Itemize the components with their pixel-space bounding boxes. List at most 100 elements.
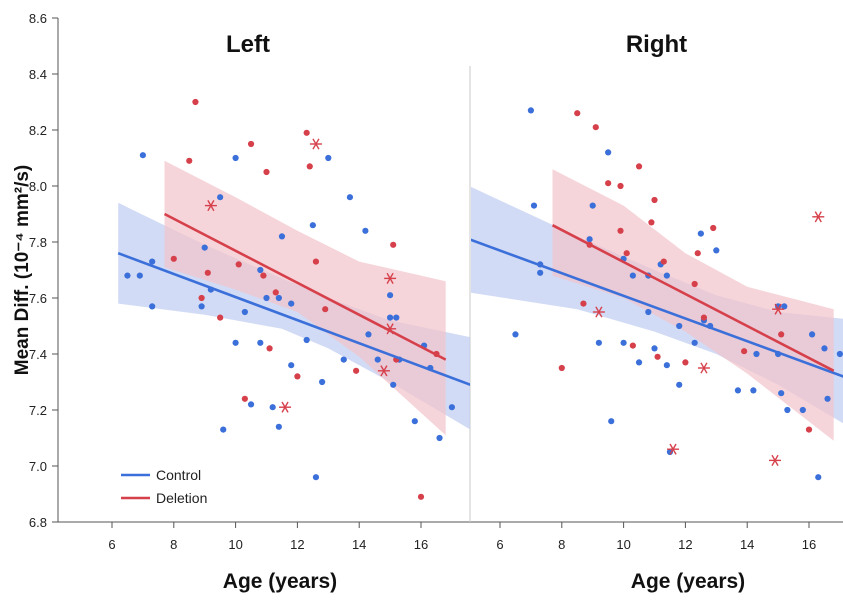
- deletion-point: [260, 272, 267, 279]
- control-point: [275, 294, 282, 302]
- deletion-point: [635, 163, 643, 170]
- control-point: [247, 401, 255, 408]
- deletion-point: [303, 129, 310, 136]
- panel-title: Right: [626, 31, 687, 58]
- control-point: [149, 303, 156, 310]
- deletion-point: [651, 196, 658, 204]
- y-tick-label: 8.0: [29, 179, 47, 194]
- x-tick-label: 14: [352, 537, 366, 552]
- y-axis-label: Mean Diff. (10⁻⁴ mm²/s): [12, 165, 33, 376]
- control-point: [346, 194, 354, 201]
- plot-area: [471, 107, 843, 481]
- control-point: [139, 152, 146, 159]
- x-tick-label: 16: [414, 537, 428, 552]
- deletion-point: [247, 140, 255, 148]
- y-tick-label: 8.2: [29, 123, 47, 138]
- control-point: [278, 233, 286, 240]
- control-point: [527, 107, 535, 114]
- control-point: [387, 314, 394, 321]
- deletion-confidence-band: [164, 160, 446, 436]
- control-point: [136, 272, 143, 279]
- control-point: [220, 426, 227, 433]
- deletion-point: [204, 269, 211, 276]
- deletion-point: [198, 294, 205, 302]
- deletion-asterisk-point: [309, 138, 322, 150]
- control-point: [448, 404, 455, 411]
- control-point: [263, 294, 270, 302]
- control-point: [309, 222, 316, 229]
- control-point: [781, 303, 788, 310]
- control-point: [629, 272, 636, 279]
- y-tick-label: 7.0: [29, 459, 47, 474]
- deletion-point: [691, 280, 698, 288]
- control-point: [620, 339, 627, 346]
- deletion-point: [306, 163, 313, 170]
- deletion-point: [694, 250, 701, 257]
- control-point: [595, 339, 602, 346]
- control-point: [340, 356, 347, 363]
- control-point: [275, 423, 282, 430]
- control-fit-line: [471, 238, 843, 378]
- deletion-asterisk-point: [772, 303, 785, 315]
- x-tick-label: 10: [616, 537, 630, 552]
- deletion-point: [660, 258, 667, 265]
- y-axis: 6.8 7.0 7.2 7.4 7.6 7.8 8.0 8.2 8.4 8.6 Mean Diff.…: [12, 11, 59, 530]
- control-point: [387, 292, 394, 299]
- control-point: [288, 300, 295, 307]
- control-point: [635, 359, 643, 366]
- x-tick-label: 6: [108, 537, 115, 552]
- control-point: [676, 322, 683, 330]
- legend-label: Deletion: [156, 490, 207, 506]
- deletion-point: [617, 227, 624, 234]
- deletion-point: [605, 180, 612, 187]
- control-point: [605, 149, 612, 156]
- x-tick-label: 12: [678, 537, 692, 552]
- deletion-point: [805, 426, 813, 433]
- panel-right: Right 6 8 10 12 14 16 Age (years): [471, 31, 843, 593]
- control-point: [808, 331, 816, 338]
- deletion-asterisk-point: [769, 454, 782, 466]
- control-point: [365, 331, 372, 338]
- deletion-confidence-band: [552, 169, 834, 441]
- deletion-asterisk-point: [592, 306, 605, 318]
- deletion-point: [417, 493, 425, 500]
- control-point: [149, 258, 156, 265]
- control-point: [824, 395, 831, 402]
- y-tick-label: 7.6: [29, 291, 47, 306]
- deletion-point: [558, 364, 565, 372]
- control-point: [374, 356, 381, 363]
- x-tick-label: 8: [558, 537, 565, 552]
- control-point: [778, 390, 785, 397]
- deletion-point: [778, 331, 785, 338]
- control-point: [241, 308, 248, 316]
- deletion-point: [312, 258, 320, 265]
- control-point: [784, 406, 791, 414]
- deletion-point: [322, 306, 329, 313]
- deletion-asterisk-point: [279, 401, 292, 413]
- deletion-point: [390, 241, 397, 248]
- control-point: [799, 406, 806, 414]
- control-point: [586, 236, 593, 243]
- control-point: [232, 339, 239, 346]
- control-point: [663, 362, 670, 369]
- x-tick-label: 16: [802, 537, 816, 552]
- legend: Control Deletion: [121, 467, 207, 506]
- control-fit-line: [117, 251, 470, 387]
- control-point: [201, 244, 208, 251]
- control-point: [362, 227, 369, 234]
- deletion-asterisk-point: [697, 362, 710, 374]
- control-point: [836, 350, 843, 358]
- deletion-point: [263, 168, 270, 176]
- x-tick-label: 12: [290, 537, 304, 552]
- control-point: [303, 336, 310, 344]
- deletion-asterisk-point: [667, 443, 680, 455]
- control-point: [608, 418, 615, 425]
- deletion-point: [648, 219, 655, 226]
- control-point: [734, 387, 742, 394]
- deletion-fit-line: [551, 224, 835, 372]
- control-point: [691, 339, 698, 346]
- deletion-point: [353, 367, 360, 374]
- control-point: [319, 378, 326, 386]
